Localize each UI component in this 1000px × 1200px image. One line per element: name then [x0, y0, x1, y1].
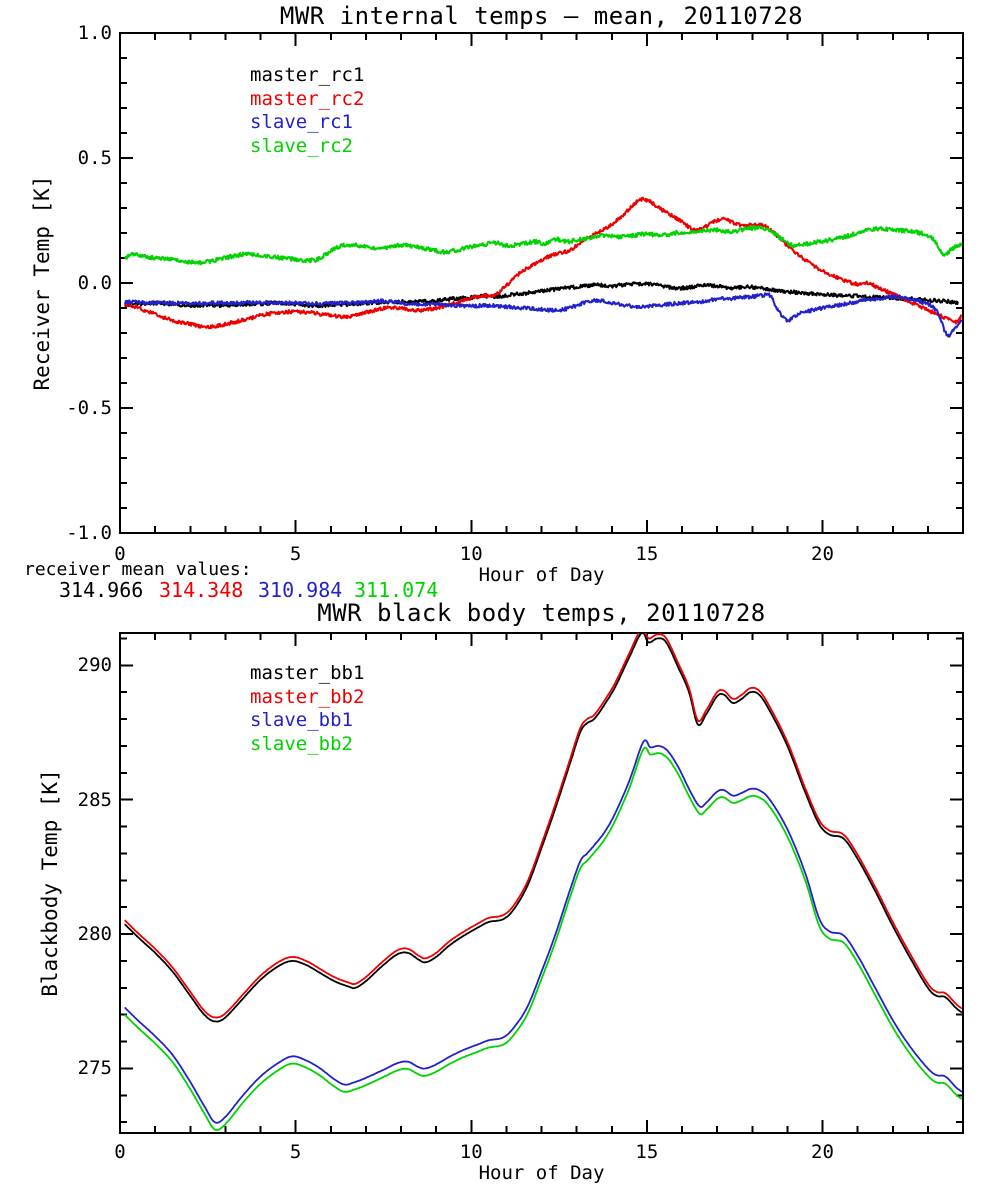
receiver-mean-value: 314.348: [159, 578, 244, 602]
series-line-master_rc2: [124, 196, 963, 330]
legend-item-slave_rc1: slave_rc1: [250, 111, 353, 133]
y-tick-label: -0.5: [66, 397, 112, 419]
series-line-slave_bb2: [124, 746, 963, 1131]
receiver-mean-value: 310.984: [258, 578, 343, 602]
x-tick-label: 15: [635, 543, 659, 565]
blackbody-x-axis-label: Hour of Day: [478, 1162, 605, 1184]
y-tick-label: 280: [77, 923, 112, 946]
receiver-x-axis-label: Hour of Day: [478, 564, 605, 586]
series-line-slave_bb1: [124, 739, 963, 1124]
chart-frame-0: [119, 32, 964, 534]
legend-item-master_bb2: master_bb2: [250, 685, 365, 708]
x-tick-label: 5: [289, 543, 302, 565]
series-line-master_bb2: [124, 633, 963, 1019]
legend-item-slave_bb2: slave_bb2: [250, 732, 353, 755]
legend-item-slave_bb1: slave_bb1: [250, 709, 353, 731]
series-line-slave_rc2: [124, 225, 963, 266]
y-tick-label: 285: [77, 788, 112, 811]
blackbody-chart-title: MWR black body temps, 20110728: [317, 599, 766, 627]
x-tick-label: 15: [635, 1141, 659, 1163]
x-tick-label: 10: [459, 1141, 483, 1163]
y-tick-label: 0.5: [77, 147, 112, 169]
x-tick-label: 0: [114, 543, 126, 565]
series-line-master_bb1: [124, 633, 963, 1023]
receiver-chart-title: MWR internal temps — mean, 20110728: [279, 2, 804, 30]
receiver-mean-value: 314.966: [59, 578, 144, 602]
x-tick-label: 10: [459, 543, 483, 565]
y-tick-label: -1.0: [66, 522, 112, 544]
legend-item-master_bb1: master_bb1: [250, 662, 365, 684]
y-tick-label: 290: [77, 654, 112, 677]
receiver-mean-value: 311.074: [354, 578, 439, 602]
chart-frame-1: [119, 632, 964, 1134]
x-tick-label: 0: [114, 1141, 126, 1163]
y-tick-label: 0.0: [77, 272, 112, 294]
x-tick-label: 20: [811, 1141, 834, 1163]
x-tick-label: 5: [289, 1141, 302, 1163]
legend-item-master_rc2: master_rc2: [250, 87, 365, 110]
y-tick-label: 1.0: [77, 22, 112, 44]
x-tick-label: 20: [811, 543, 834, 565]
series-line-slave_rc1: [124, 292, 963, 338]
legend-item-slave_rc2: slave_rc2: [250, 134, 353, 157]
y-tick-label: 275: [77, 1057, 112, 1080]
receiver-means-label: receiver mean values:: [24, 559, 252, 580]
blackbody-y-axis-label: Blackbody Temp [K]: [38, 769, 62, 997]
legend-item-master_rc1: master_rc1: [250, 64, 365, 86]
